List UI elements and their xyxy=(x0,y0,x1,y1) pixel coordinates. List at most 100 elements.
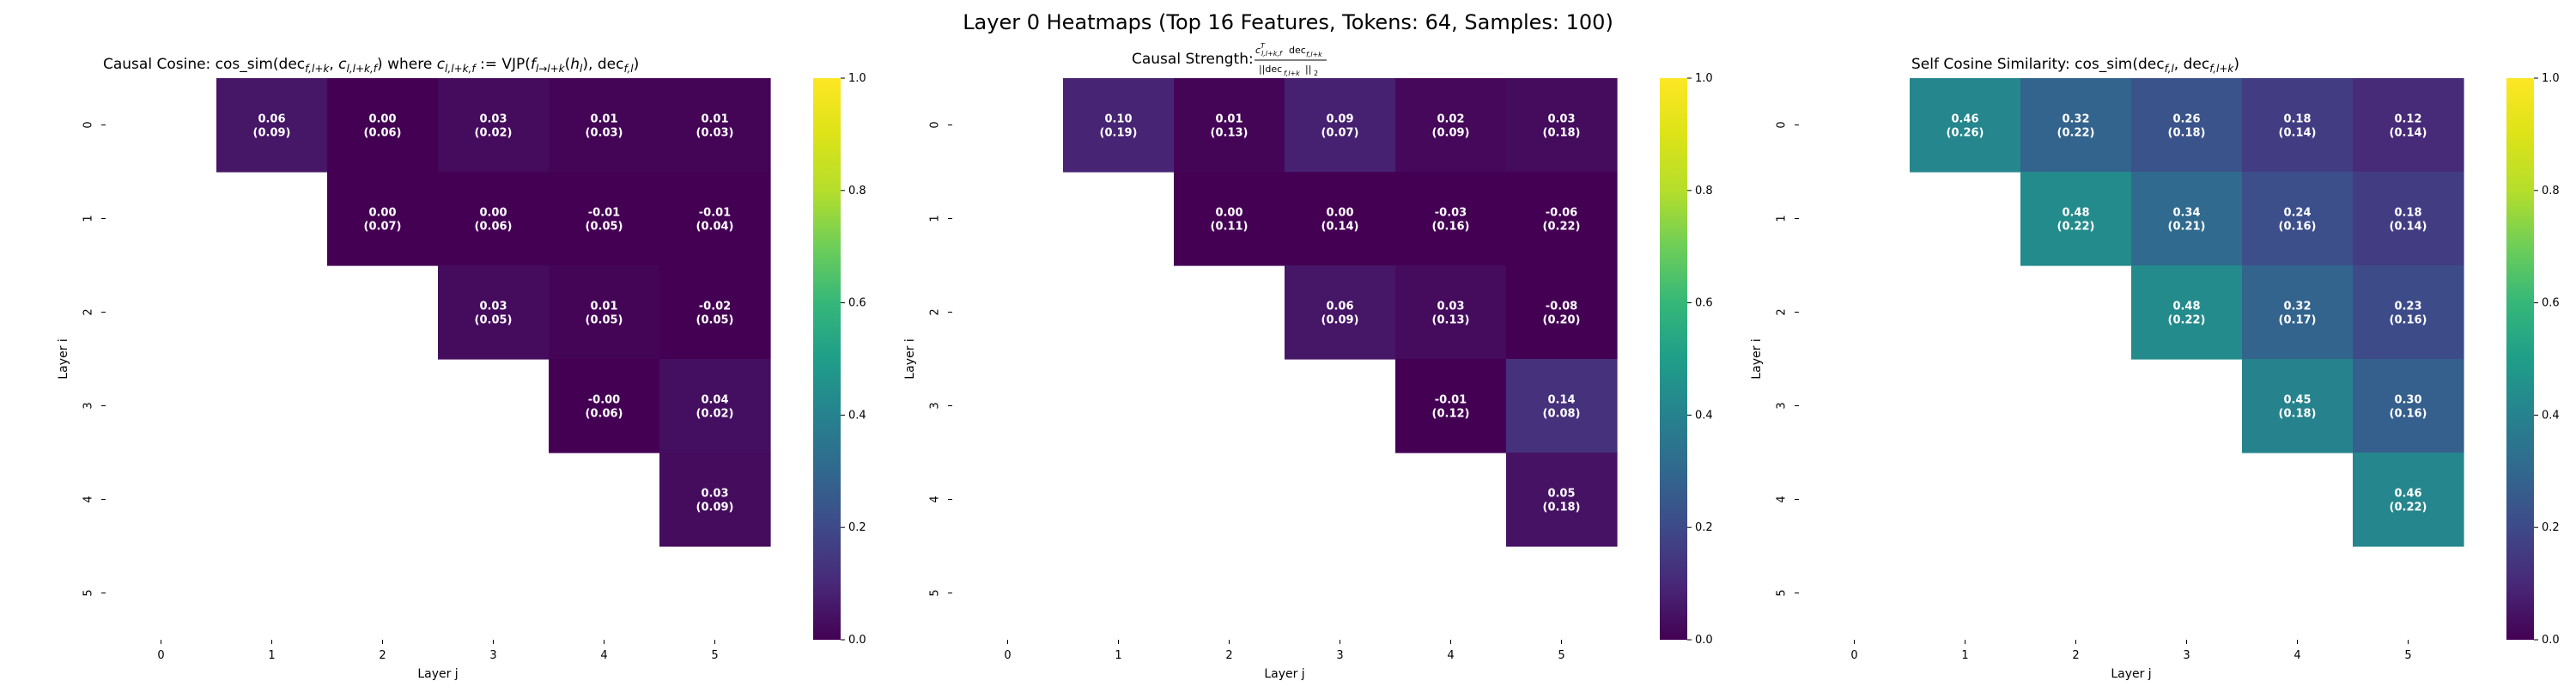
colorbar-tick-label: 1.0 xyxy=(1695,72,1713,85)
cell-value-label: 0.46 xyxy=(1951,113,1978,126)
cell-value-label: -0.02 xyxy=(699,301,731,313)
colorbar-tick-label: 0.4 xyxy=(848,409,866,422)
cell-std-label: (0.21) xyxy=(2168,221,2206,234)
cell-value-label: -0.01 xyxy=(1435,394,1467,407)
y-axis-label: Layer i xyxy=(57,338,70,379)
cell-value-label: 0.03 xyxy=(1547,113,1575,126)
cell-value-label: 0.01 xyxy=(1215,113,1242,126)
heatmap-cell xyxy=(2020,78,2132,173)
cell-value-label: 0.00 xyxy=(1215,207,1242,220)
heatmap-cell xyxy=(1506,265,1618,360)
colorbar-tick-label: 0.0 xyxy=(2542,634,2560,647)
heatmap-cell xyxy=(2131,172,2243,266)
cell-value-label: 0.32 xyxy=(2283,301,2311,313)
heatmap-cell xyxy=(1174,78,1285,173)
colorbar-tick-label: 0.4 xyxy=(1695,409,1713,422)
heatmap-cell xyxy=(2131,265,2243,360)
heatmap-cell xyxy=(327,78,439,173)
x-axis-label: Layer j xyxy=(417,667,458,681)
heatmap-cell xyxy=(438,78,550,173)
x-tick-label: 0 xyxy=(1004,649,1011,662)
cell-std-label: (0.22) xyxy=(2390,502,2427,514)
cell-value-label: 0.01 xyxy=(701,113,728,126)
x-tick-label: 4 xyxy=(600,649,607,662)
heatmap-cell xyxy=(1174,172,1285,266)
heatmap-cell xyxy=(1285,78,1396,173)
x-tick-label: 0 xyxy=(1850,649,1857,662)
cell-value-label: 0.05 xyxy=(1547,488,1575,501)
heatmap-cell xyxy=(1910,78,2021,173)
x-tick-label: 1 xyxy=(1961,649,1968,662)
colorbar xyxy=(813,78,841,640)
x-tick-label: 5 xyxy=(711,649,718,662)
cell-value-label: -0.08 xyxy=(1546,301,1577,313)
svg-text:f,l+k: f,l+k xyxy=(1306,51,1322,58)
heatmap-cell xyxy=(1395,359,1507,453)
svg-text:||dec: ||dec xyxy=(1259,64,1282,75)
cell-value-label: 0.00 xyxy=(1326,207,1353,220)
cell-std-label: (0.22) xyxy=(2057,127,2095,140)
cell-std-label: (0.02) xyxy=(696,408,734,421)
heatmap-cell xyxy=(1285,172,1396,266)
cell-std-label: (0.16) xyxy=(1432,221,1470,234)
cell-std-label: (0.14) xyxy=(2390,221,2427,234)
cell-value-label: 0.14 xyxy=(1547,394,1575,407)
x-tick-label: 4 xyxy=(2293,649,2300,662)
x-axis-label: Layer j xyxy=(2111,667,2151,681)
colorbar-tick-label: 0.2 xyxy=(1695,521,1713,534)
cell-value-label: 0.09 xyxy=(1326,113,1353,126)
heatmap-cell xyxy=(2242,78,2354,173)
heatmap-cell xyxy=(2353,78,2464,173)
svg-text:T: T xyxy=(1261,42,1266,50)
cell-std-label: (0.14) xyxy=(2279,127,2317,140)
cell-value-label: 0.02 xyxy=(1437,113,1464,126)
x-axis-label: Layer j xyxy=(1264,667,1304,681)
cell-value-label: 0.03 xyxy=(1437,301,1464,313)
cell-value-label: 0.12 xyxy=(2394,113,2421,126)
heatmap-cell xyxy=(2242,359,2354,453)
cell-std-label: (0.05) xyxy=(586,221,623,234)
heatmap-cell xyxy=(2353,359,2464,453)
y-tick-label: 5 xyxy=(1776,589,1789,596)
cell-std-label: (0.03) xyxy=(586,127,623,140)
cell-value-label: -0.01 xyxy=(699,207,731,220)
cell-value-label: -0.06 xyxy=(1546,207,1577,220)
y-tick-label: 2 xyxy=(1776,308,1789,315)
colorbar-tick-label: 0.0 xyxy=(1695,634,1713,647)
cell-std-label: (0.17) xyxy=(2279,314,2317,327)
svg-text:f,l+k: f,l+k xyxy=(1284,70,1300,77)
heatmap-cell xyxy=(1395,78,1507,173)
x-tick-label: 4 xyxy=(1447,649,1454,662)
colorbar xyxy=(1660,78,1687,640)
heatmap-cell xyxy=(438,265,550,360)
panel-2-title: Causal Strength: c T l,l+k,f dec f,l+k |… xyxy=(1132,42,1327,77)
heatmap-cell xyxy=(659,359,771,453)
colorbar-tick-label: 0.6 xyxy=(2542,297,2560,310)
cell-std-label: (0.04) xyxy=(696,221,734,234)
cell-value-label: 0.48 xyxy=(2062,207,2089,220)
x-tick-label: 2 xyxy=(379,649,386,662)
cell-std-label: (0.18) xyxy=(2279,408,2317,421)
x-tick-label: 5 xyxy=(1558,649,1564,662)
y-tick-label: 1 xyxy=(929,215,942,222)
cell-std-label: (0.09) xyxy=(696,502,734,514)
svg-text:2: 2 xyxy=(1314,70,1318,77)
heatmap-cell xyxy=(216,78,328,173)
y-tick-label: 0 xyxy=(1776,121,1789,128)
cell-std-label: (0.22) xyxy=(2057,221,2095,234)
heatmap-cell xyxy=(549,78,660,173)
heatmap-cell xyxy=(1506,78,1618,173)
y-axis-label: Layer i xyxy=(1750,338,1764,379)
cell-value-label: -0.03 xyxy=(1435,207,1467,220)
cell-std-label: (0.07) xyxy=(1321,127,1359,140)
colorbar-tick-label: 0.8 xyxy=(1695,185,1713,198)
heatmap-cell xyxy=(549,265,660,360)
cell-std-label: (0.13) xyxy=(1432,314,1470,327)
y-tick-label: 5 xyxy=(82,589,95,596)
cell-value-label: 0.32 xyxy=(2062,113,2089,126)
cell-value-label: 0.45 xyxy=(2283,394,2311,407)
cell-std-label: (0.11) xyxy=(1211,221,1249,234)
cell-std-label: (0.22) xyxy=(1543,221,1581,234)
cell-value-label: 0.00 xyxy=(368,207,396,220)
